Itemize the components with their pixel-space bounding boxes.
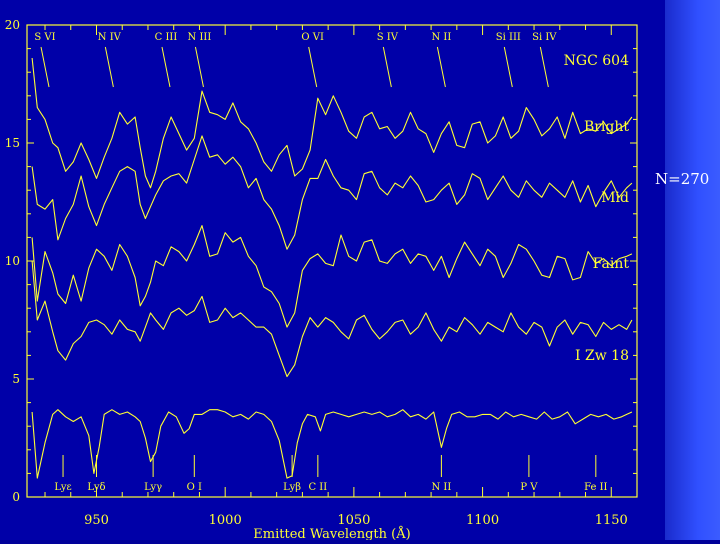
top-line-label-1: N IV xyxy=(98,32,122,43)
x-tick-label: 1150 xyxy=(595,513,628,528)
spectra-chart: 0 5 10 15 20 950 1000 1050 1100 1150 Emitted Wavel… xyxy=(5,18,638,542)
plot-frame xyxy=(26,24,638,498)
top-line-label-7: Si III xyxy=(496,32,521,43)
series-line-1 xyxy=(31,135,633,250)
x-tick-label: 1050 xyxy=(337,513,370,528)
top-line-label-6: N II xyxy=(431,32,451,43)
bottom-line-label-6: N II xyxy=(431,482,451,493)
top-line-marker-5 xyxy=(382,46,392,88)
top-line-marker-8 xyxy=(539,46,549,88)
x-axis-label: Emitted Wavelength (Å) xyxy=(253,526,410,540)
top-line-label-5: S IV xyxy=(377,32,399,43)
top-line-label-8: Si IV xyxy=(532,32,557,43)
top-line-label-2: C III xyxy=(155,32,178,43)
series-label-0: NGC 604 xyxy=(564,53,629,69)
top-line-marker-1 xyxy=(104,46,114,88)
x-tick-label: 1100 xyxy=(466,513,499,528)
series-label-4: I Zw 18 xyxy=(575,348,629,364)
top-line-label-4: O VI xyxy=(301,32,324,43)
y-tick-label: 5 xyxy=(12,372,20,386)
y-tick-label: 10 xyxy=(5,254,20,268)
top-line-marker-2 xyxy=(161,46,171,88)
series-line-2 xyxy=(31,225,633,328)
top-line-marker-0 xyxy=(40,46,50,88)
top-line-label-0: S VI xyxy=(34,32,55,43)
series-label-3: Faint xyxy=(593,256,630,272)
top-line-marker-3 xyxy=(194,46,204,88)
bottom-line-label-2: Lyγ xyxy=(144,482,162,493)
series-line-4 xyxy=(31,409,633,479)
x-tick-label: 1000 xyxy=(209,513,242,528)
series-line-0 xyxy=(31,57,633,189)
top-line-marker-6 xyxy=(436,46,446,88)
y-tick-label: 0 xyxy=(12,490,20,504)
top-line-marker-7 xyxy=(503,46,513,88)
series-label-1: Bright xyxy=(584,119,629,135)
x-tick-label: 950 xyxy=(84,513,109,528)
side-band xyxy=(665,0,720,540)
bottom-line-label-3: O I xyxy=(187,482,202,493)
bottom-line-label-1: Lyδ xyxy=(87,482,105,493)
y-tick-label: 20 xyxy=(5,18,20,32)
top-line-marker-4 xyxy=(308,46,318,88)
top-line-label-3: N III xyxy=(188,32,212,43)
y-tick-label: 15 xyxy=(5,136,20,150)
series-line-3 xyxy=(31,260,633,378)
plot-panel: 0 5 10 15 20 950 1000 1050 1100 1150 Emitted Wavel… xyxy=(0,0,665,542)
bottom-line-label-5: C II xyxy=(308,482,327,493)
bottom-line-label-7: P V xyxy=(520,482,538,493)
series-label-2: Mid xyxy=(601,190,629,206)
sample-size-label: N=270 xyxy=(655,170,710,188)
bottom-line-label-0: Lyε xyxy=(54,482,71,493)
bottom-line-label-4: Lyβ xyxy=(283,482,301,493)
bottom-line-label-8: Fe II xyxy=(584,482,607,493)
